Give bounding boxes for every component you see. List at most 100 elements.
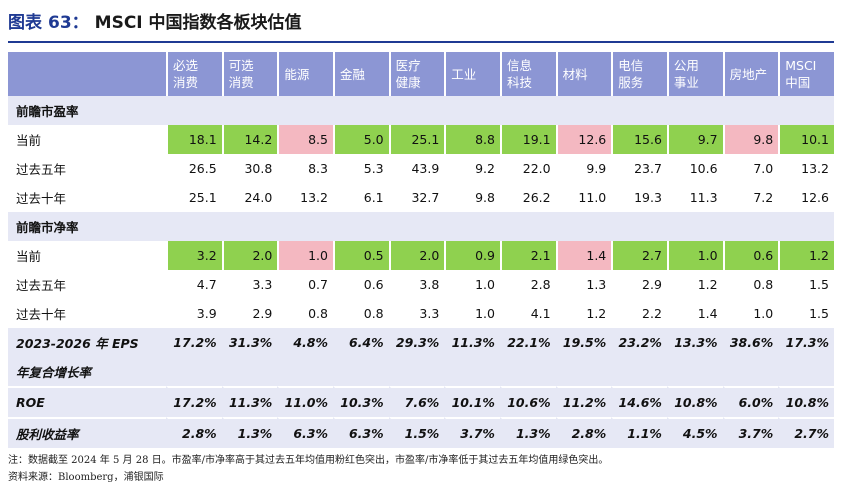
value-cell: 10.6: [666, 154, 723, 183]
value-cell: 1.2: [555, 299, 612, 328]
metric-value: 6.4%: [332, 328, 389, 357]
value-cell: 9.7: [666, 125, 723, 154]
value-cell: 24.0: [221, 183, 278, 212]
metric-value: 11.3%: [221, 386, 278, 417]
value-cell: 0.9: [444, 241, 500, 270]
section-filler: [277, 212, 333, 241]
metric-value: 3.7%: [444, 417, 500, 448]
value-cell: 8.8: [444, 125, 500, 154]
metric-value: 14.6%: [611, 386, 667, 417]
header-corner: [8, 52, 167, 96]
column-header-line: 电信: [618, 58, 644, 73]
value-cell: 19.3: [611, 183, 667, 212]
value-cell: 30.8: [221, 154, 278, 183]
section-filler: [778, 96, 834, 125]
table-row: 过去十年 25.1 24.0 13.2 6.1 32.7 9.8 26.2 11.0 19.3 11…: [8, 183, 834, 212]
header-row: 必选 消费 可选 消费 能源 金融 医疗 健康 工业 信息 科技 材料 电信 服务 公用 事业 房地产 MSCI 中…: [8, 52, 834, 96]
value-cell: 1.2: [666, 270, 723, 299]
value-cell: 8.5: [277, 125, 333, 154]
value-cell: 12.6: [778, 183, 834, 212]
value-cell: 9.8: [444, 183, 500, 212]
table-row: 过去五年 26.5 30.8 8.3 5.3 43.9 9.2 22.0 9.9 23.7 10.6…: [8, 154, 834, 183]
column-header-line: 信息: [506, 58, 532, 73]
value-cell: 2.1: [499, 241, 556, 270]
metric-value: 10.1%: [444, 386, 500, 417]
metric-filler: [722, 357, 779, 386]
metric-value: 17.2%: [166, 386, 222, 417]
value-cell: 13.2: [778, 154, 834, 183]
value-cell: 0.6: [722, 241, 779, 270]
value-cell: 15.6: [611, 125, 667, 154]
metric-value: 2.8%: [555, 417, 612, 448]
metric-filler: [166, 357, 222, 386]
column-header: MSCI 中国: [778, 52, 834, 96]
value-cell: 9.2: [444, 154, 500, 183]
column-header: 信息 科技: [499, 52, 556, 96]
metric-value: 13.3%: [666, 328, 723, 357]
metric-row-continued: 年复合增长率: [8, 357, 834, 386]
metric-filler: [332, 357, 389, 386]
section-filler: [221, 96, 278, 125]
value-cell: 32.7: [388, 183, 445, 212]
value-cell: 1.0: [444, 270, 500, 299]
table-row: 当前 18.1 14.2 8.5 5.0 25.1 8.8 19.1 12.6 15.6 9.7 9.…: [8, 125, 834, 154]
value-cell: 43.9: [388, 154, 445, 183]
metric-value: 7.6%: [388, 386, 445, 417]
value-cell: 1.0: [722, 299, 779, 328]
value-cell: 5.3: [332, 154, 389, 183]
metric-filler: [555, 357, 612, 386]
metric-filler: [611, 357, 667, 386]
metric-value: 17.2%: [166, 328, 222, 357]
metric-label: ROE: [8, 386, 167, 417]
value-cell: 0.8: [277, 299, 333, 328]
section-filler: [166, 96, 222, 125]
section-filler: [555, 96, 612, 125]
figure-title: 图表 63： MSCI 中国指数各板块估值: [8, 10, 302, 36]
column-header-line: 房地产: [729, 66, 768, 82]
value-cell: 25.1: [166, 183, 222, 212]
figure-number: 63：: [48, 13, 89, 33]
value-cell: 2.8: [499, 270, 556, 299]
column-header-line: 必选: [173, 58, 199, 73]
metric-value: 23.2%: [611, 328, 667, 357]
value-cell: 1.5: [778, 270, 834, 299]
column-header-line: 科技: [506, 75, 532, 90]
value-cell: 3.3: [221, 270, 278, 299]
footnote: 注：数据截至 2024 年 5 月 28 日。市盈率/市净率高于其过去五年均值用…: [8, 455, 609, 466]
column-header: 必选 消费: [166, 52, 222, 96]
metric-value: 2.8%: [166, 417, 222, 448]
value-cell: 0.8: [722, 270, 779, 299]
section-filler: [444, 212, 500, 241]
value-cell: 26.2: [499, 183, 556, 212]
metric-row: 2023-2026 年 EPS 17.2% 31.3% 4.8% 6.4% 29.3% 11…: [8, 328, 834, 357]
table-row: 过去五年 4.7 3.3 0.7 0.6 3.8 1.0 2.8 1.3 2.9 1.2 0.8 1.5: [8, 270, 834, 299]
metric-value: 31.3%: [221, 328, 278, 357]
metric-value: 1.3%: [221, 417, 278, 448]
column-header: 房地产: [722, 52, 779, 96]
metric-value: 2.7%: [778, 417, 834, 448]
section-filler: [722, 212, 779, 241]
row-label: 当前: [16, 249, 42, 264]
metric-value: 4.5%: [666, 417, 723, 448]
value-cell: 19.1: [499, 125, 556, 154]
value-cell: 1.4: [555, 241, 612, 270]
column-header: 材料: [555, 52, 612, 96]
column-header: 电信 服务: [611, 52, 667, 96]
metric-filler: [221, 357, 278, 386]
value-cell: 6.1: [332, 183, 389, 212]
value-cell: 23.7: [611, 154, 667, 183]
section-filler: [388, 212, 445, 241]
metric-value: 6.3%: [277, 417, 333, 448]
column-header-line: 公用: [673, 58, 699, 73]
section-filler: [332, 212, 389, 241]
column-header-line: 医疗: [395, 58, 421, 73]
metric-value: 1.3%: [499, 417, 556, 448]
value-cell: 11.0: [555, 183, 612, 212]
section-filler: [444, 96, 500, 125]
metric-value: 29.3%: [388, 328, 445, 357]
metric-filler: [388, 357, 445, 386]
metric-value: 10.8%: [666, 386, 723, 417]
value-cell: 2.0: [221, 241, 278, 270]
section-filler: [722, 96, 779, 125]
metric-filler: [666, 357, 723, 386]
